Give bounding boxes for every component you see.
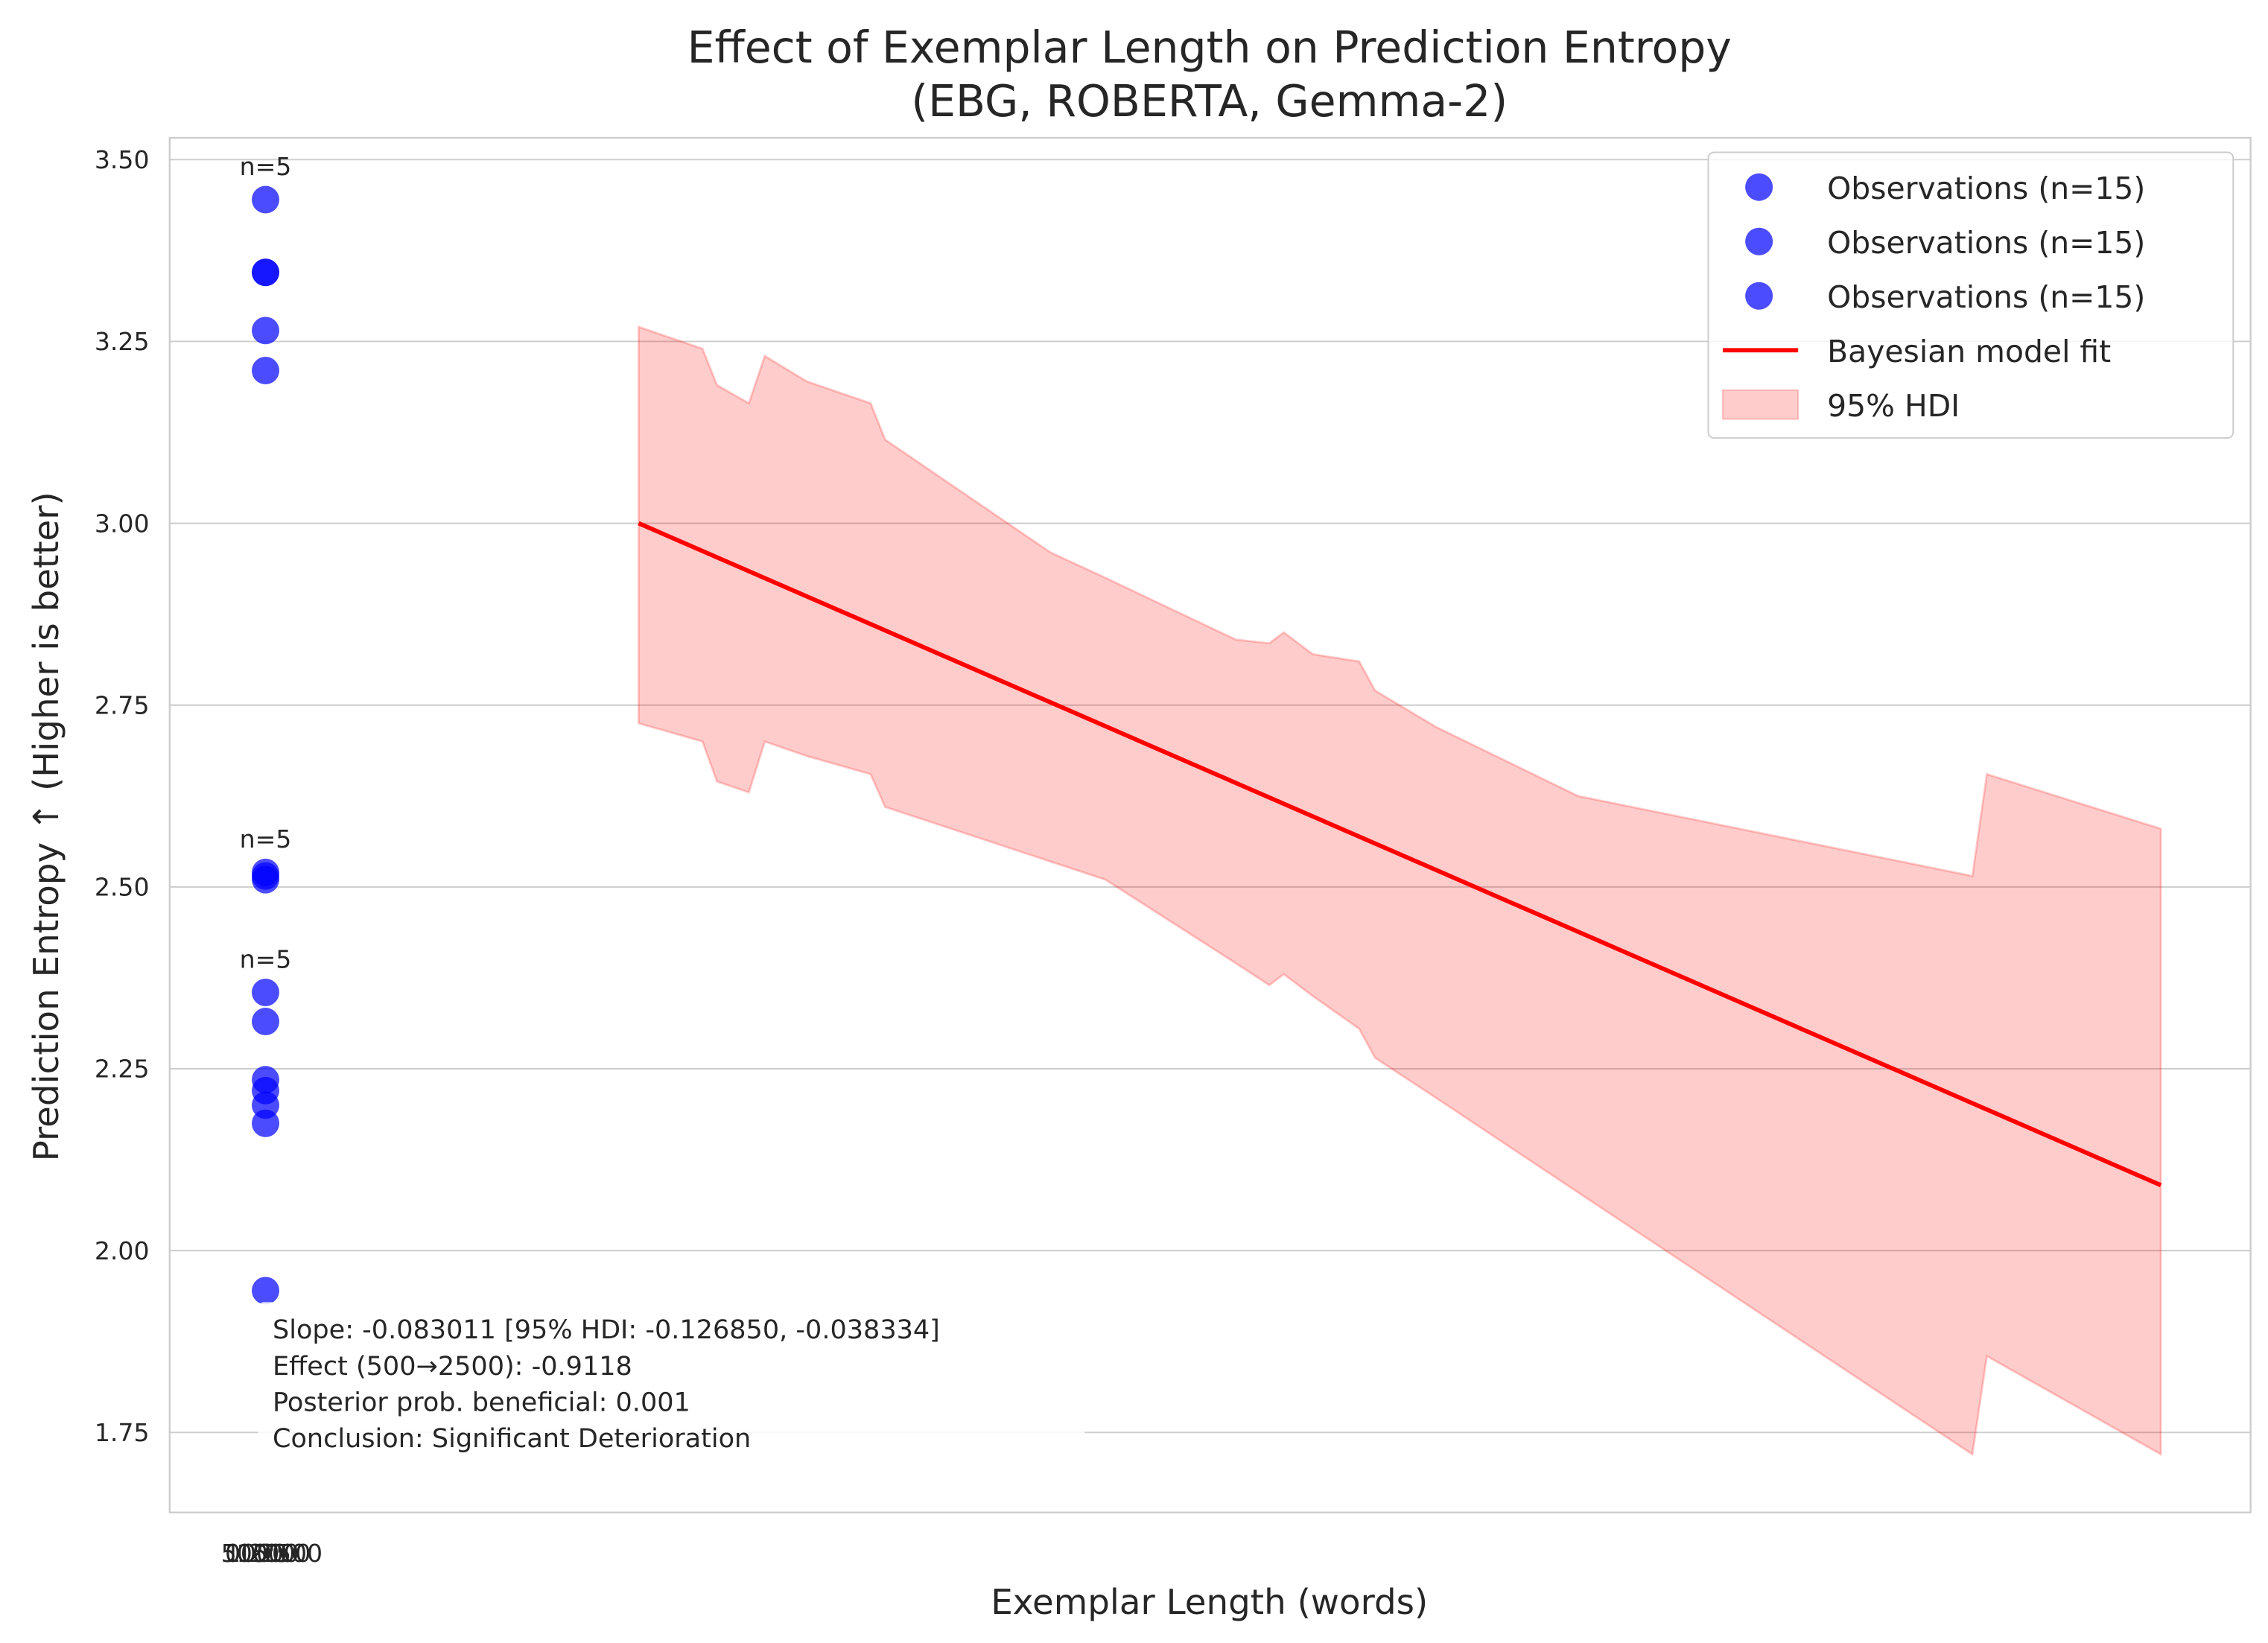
group-annotation: n=5 [240,944,292,973]
annotation-line: Slope: -0.083011 [95% HDI: -0.126850, -0… [273,1315,940,1345]
data-point [252,1076,279,1105]
x-axis-label: Exemplar Length (words) [991,1583,1428,1623]
annotation-box [258,1302,1085,1439]
y-tick-label: 2.50 [95,873,150,902]
data-point [252,1109,279,1137]
y-tick-label: 3.00 [95,509,150,538]
y-tick-label: 3.25 [95,327,150,356]
data-point [252,258,279,287]
group-annotation: n=5 [240,152,292,181]
data-point [252,185,279,214]
legend-marker [1745,173,1773,201]
y-axis-label: Prediction Entropy ↑ (Higher is better) [27,492,67,1161]
annotation-line: Conclusion: Significant Deterioration [273,1423,751,1454]
x-tick-label: 500 [221,1539,268,1568]
y-tick-label: 2.25 [95,1055,150,1084]
legend-label: Observations (n=15) [1827,171,2145,206]
data-point [252,1277,279,1305]
legend-marker [1721,389,1800,420]
data-point [252,1008,279,1036]
chart-title: Effect of Exemplar Length on Prediction … [687,22,1732,73]
legend-marker [1745,227,1773,255]
y-tick-label: 3.50 [95,145,150,174]
data-point [252,865,279,894]
data-point [252,978,279,1006]
fit-line [638,521,2162,1187]
data-point [252,317,279,345]
x-tick-label: 1500 [237,1539,299,1568]
chart-subtitle: (EBG, ROBERTA, Gemma-2) [911,76,1508,127]
y-tick-label: 2.00 [95,1236,150,1265]
legend-box [1707,151,2234,439]
x-tick-label: 0 [225,1539,241,1568]
legend-label: Observations (n=15) [1827,279,2145,315]
y-tick-label: 2.75 [95,690,150,719]
legend-marker [1745,282,1773,310]
group-annotation: n=5 [240,824,292,854]
legend-label: Bayesian model fit [1827,334,2111,369]
x-tick-label: 2000 [248,1539,311,1568]
data-point [252,357,279,385]
plot-frame [168,136,2252,1513]
y-tick-label: 1.75 [95,1418,150,1447]
x-tick-label: 1000 [225,1539,288,1568]
x-tick-label: 2500 [260,1539,323,1568]
legend-label: 95% HDI [1827,388,1960,424]
annotation-line: Effect (500→2500): -0.9118 [273,1351,632,1382]
legend-label: Observations (n=15) [1827,225,2145,261]
hdi-area [638,325,2162,1457]
annotation-line: Posterior prob. beneficial: 0.001 [273,1387,690,1417]
